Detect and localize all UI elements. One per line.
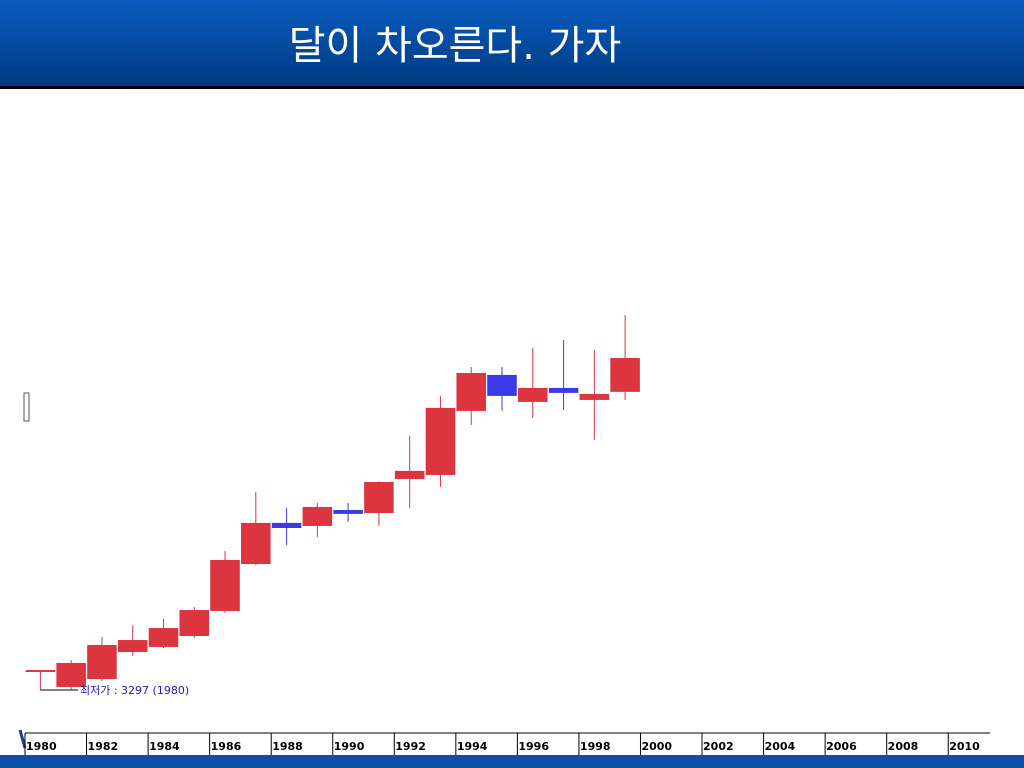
x-tick-label: 2000 [641,740,672,753]
candle-body [394,470,425,479]
candle-body [148,628,179,647]
candle-body [610,357,640,392]
header-rule [0,86,1024,89]
candle-body [87,644,117,680]
candle-body [117,640,148,653]
candle-body [210,559,240,611]
scroll-handle [23,392,30,422]
candle-body [456,372,486,411]
x-tick-label: 1998 [580,740,611,753]
candle-body [518,387,548,402]
candle-body [302,507,333,526]
candle-body [241,522,271,565]
title: 달이 차오른다. 가자 [289,23,622,69]
x-tick-label: 1990 [334,740,365,753]
x-tick-label: 2006 [826,740,857,753]
candle-body [25,670,56,673]
candle-body [56,662,86,687]
candle-body [271,522,302,529]
candle-body [425,407,456,475]
candle-body [364,481,394,514]
plot: 1980 1982 1984 1986 1988 1990 1992 1994 1996 1998… [24,314,990,755]
header-bar [0,0,1024,86]
x-tick-label: 1980 [26,740,57,753]
x-tick-label: 1984 [149,740,180,753]
x-tick-label: 1982 [88,740,119,753]
annotation: 최저가 : 3297 (1980) [80,684,189,697]
candle-body [487,374,517,396]
candle-body [179,610,210,636]
candle-body [548,387,579,393]
footer-bar [0,755,1024,768]
x-tick-label: 1986 [211,740,242,753]
x-tick-label: 2010 [949,740,980,753]
candle-body [333,510,363,514]
x-tick-label: 1996 [518,740,549,753]
x-tick-label: 1994 [457,740,488,753]
candle-body [579,393,610,400]
x-tick-label: 1992 [395,740,426,753]
x-tick-label: 2002 [703,740,734,753]
x-tick-label: 1988 [272,740,303,753]
x-tick-label: 2008 [888,740,919,753]
decoration [18,729,27,749]
x-tick-label: 2004 [765,740,796,753]
